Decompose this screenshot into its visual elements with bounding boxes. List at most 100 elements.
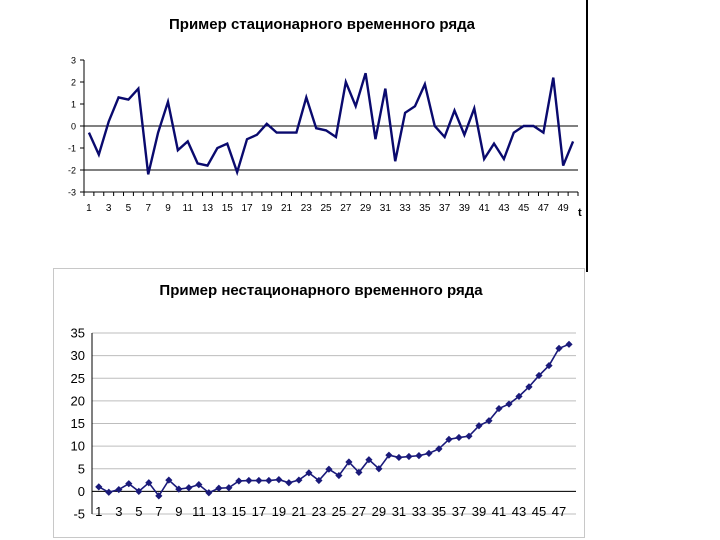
bottom-series-point — [125, 480, 133, 488]
top-y-tick-label: 2 — [71, 78, 76, 88]
bottom-series-point — [445, 435, 453, 443]
bottom-y-tick-label: -5 — [73, 507, 85, 522]
bottom-series-point — [295, 476, 303, 484]
top-chart-title: Пример стационарного временного ряда — [169, 16, 476, 33]
bottom-series-point — [435, 445, 443, 453]
top-y-tick-label: 1 — [71, 100, 76, 110]
bottom-y-tick-label: 5 — [78, 461, 85, 476]
bottom-series-point — [335, 471, 343, 480]
top-x-tick-label: 13 — [202, 203, 214, 214]
top-x-tick-label: 9 — [165, 203, 171, 214]
bottom-x-tick-label: 31 — [392, 504, 406, 519]
bottom-x-tick-label: 35 — [432, 504, 446, 519]
top-x-tick-label: 31 — [380, 203, 392, 214]
top-y-tick-label: 3 — [71, 56, 76, 66]
bottom-series-point — [535, 371, 543, 380]
bottom-x-tick-label: 39 — [472, 504, 486, 519]
top-x-tick-label: 21 — [281, 203, 293, 214]
top-x-tick-label: 27 — [340, 203, 352, 214]
bottom-series-point — [195, 480, 203, 489]
bottom-y-tick-label: 10 — [71, 439, 85, 454]
top-x-tick-label: 23 — [301, 203, 313, 214]
bottom-series-point — [325, 465, 333, 473]
top-x-tick-label: 43 — [498, 203, 510, 214]
bottom-x-tick-label: 37 — [452, 504, 466, 519]
bottom-series-point — [565, 340, 573, 348]
bottom-series-point — [155, 492, 163, 500]
bottom-series-point — [315, 476, 323, 485]
top-y-tick-label: 0 — [71, 122, 76, 132]
bottom-series-point — [165, 476, 173, 484]
bottom-series-point — [395, 453, 403, 462]
top-chart-right-border — [586, 0, 588, 272]
bottom-series-point — [415, 452, 423, 460]
bottom-series-point — [135, 487, 143, 495]
bottom-x-tick-label: 17 — [252, 504, 266, 519]
bottom-x-tick-label: 29 — [372, 504, 386, 519]
bottom-x-tick-label: 33 — [412, 504, 426, 519]
bottom-series-point — [235, 477, 243, 485]
top-x-tick-label: 49 — [558, 203, 570, 214]
bottom-series-point — [205, 489, 213, 497]
top-x-tick-label: 41 — [479, 203, 491, 214]
bottom-x-tick-label: 21 — [292, 504, 306, 519]
bottom-series-point — [245, 476, 253, 485]
bottom-series-point — [95, 483, 103, 491]
bottom-series-point — [185, 484, 193, 492]
bottom-x-tick-label: 41 — [492, 504, 506, 519]
bottom-series-point — [265, 476, 273, 485]
bottom-series-point — [285, 479, 293, 487]
top-x-tick-label: 11 — [183, 203, 194, 214]
bottom-x-tick-label: 9 — [175, 504, 182, 519]
bottom-series-point — [545, 361, 553, 370]
bottom-series-point — [425, 449, 433, 457]
bottom-y-tick-label: 0 — [78, 484, 85, 499]
top-x-tick-label: 3 — [106, 203, 112, 214]
bottom-x-tick-label: 47 — [552, 504, 566, 519]
bottom-x-tick-label: 3 — [115, 504, 122, 519]
top-x-tick-label: 25 — [320, 203, 332, 214]
bottom-series-point — [455, 433, 463, 442]
bottom-series-point — [475, 422, 483, 430]
bottom-series-point — [345, 458, 353, 466]
bottom-x-tick-label: 43 — [512, 504, 526, 519]
bottom-chart-frame — [53, 268, 585, 538]
bottom-series-point — [105, 488, 113, 496]
bottom-series-point — [485, 417, 493, 425]
bottom-series-point — [515, 392, 523, 400]
bottom-y-tick-label: 35 — [71, 326, 85, 341]
bottom-x-tick-label: 45 — [532, 504, 546, 519]
bottom-chart-title: Пример нестационарного временного ряда — [159, 282, 483, 299]
top-x-tick-label: 47 — [538, 203, 550, 214]
bottom-series-point — [555, 344, 563, 352]
bottom-series-point — [495, 404, 503, 413]
bottom-series-point — [355, 468, 363, 476]
top-chart-xlabel: t — [578, 207, 582, 219]
bottom-series-point — [305, 469, 313, 477]
top-x-tick-label: 45 — [518, 203, 530, 214]
top-series-line — [87, 72, 575, 177]
bottom-x-tick-label: 11 — [192, 504, 206, 519]
bottom-y-tick-label: 25 — [71, 371, 85, 386]
bottom-series-point — [525, 383, 533, 391]
bottom-series-point — [145, 479, 153, 487]
top-x-tick-label: 35 — [419, 203, 431, 214]
top-y-tick-label: -2 — [68, 166, 76, 176]
bottom-series-point — [225, 484, 233, 492]
top-x-tick-label: 1 — [86, 203, 92, 214]
bottom-series-point — [405, 452, 413, 461]
top-x-tick-label: 15 — [222, 203, 234, 214]
bottom-series-point — [365, 456, 373, 464]
bottom-x-tick-label: 13 — [212, 504, 226, 519]
bottom-x-tick-label: 25 — [332, 504, 346, 519]
top-x-tick-label: 7 — [145, 203, 151, 214]
bottom-y-tick-label: 15 — [71, 416, 85, 431]
bottom-x-tick-label: 5 — [135, 504, 142, 519]
bottom-series-point — [215, 484, 223, 492]
top-x-tick-label: 29 — [360, 203, 372, 214]
bottom-series-point — [255, 476, 263, 485]
